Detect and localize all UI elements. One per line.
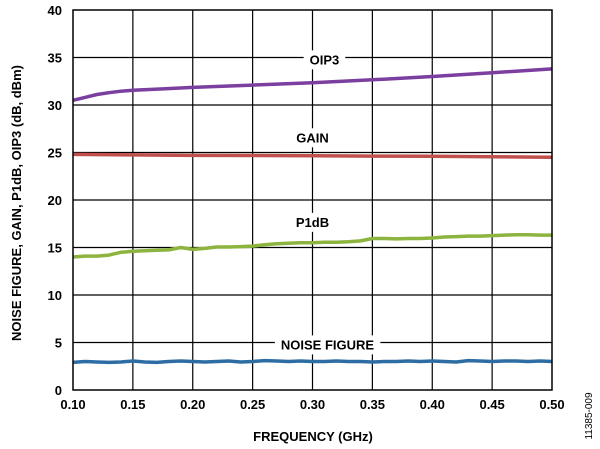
y-tick-label: 15 — [48, 241, 62, 256]
series-line-noise-figure — [72, 358, 553, 365]
y-axis-title: NOISE FIGURE, GAIN, P1dB, OIP3 (dB, dBm) — [9, 65, 24, 341]
y-tick-label: 25 — [48, 146, 62, 161]
y-tick-label: 30 — [48, 98, 62, 113]
y-tick-label: 10 — [48, 288, 62, 303]
x-tick-labels: 0.10 0.15 0.20 0.25 0.30 0.35 0.40 0.45 0.50 — [60, 397, 564, 412]
x-tick-label: 0.15 — [120, 397, 145, 412]
series-labels: OIP3 GAIN P1dB NOISE FIGURE — [274, 50, 381, 355]
plot-frame — [72, 9, 553, 391]
series-label-gain: GAIN — [296, 130, 329, 145]
series-label-noise-figure: NOISE FIGURE — [281, 337, 375, 352]
series-label-background — [289, 212, 336, 232]
series-label-background — [290, 128, 335, 148]
x-tick-label: 0.30 — [300, 397, 325, 412]
y-tick-labels: 0 5 10 15 20 25 30 35 40 — [48, 3, 62, 398]
x-axis-title: FREQUENCY (GHz) — [253, 429, 373, 444]
series-label-background — [274, 335, 381, 355]
y-tick-label: 0 — [55, 383, 62, 398]
series-group — [72, 67, 553, 365]
y-tick-label: 5 — [55, 336, 62, 351]
series-line-oip3 — [72, 67, 553, 103]
x-tick-label: 0.20 — [180, 397, 205, 412]
series-label-background — [303, 50, 346, 70]
series-label-p1db: P1dB — [296, 215, 329, 230]
figure-id: 11385-009 — [584, 392, 595, 440]
x-tick-label: 0.40 — [420, 397, 445, 412]
series-line-p1db — [72, 232, 552, 259]
series-line-gain — [72, 152, 553, 159]
x-tick-label: 0.35 — [360, 397, 385, 412]
y-tick-label: 40 — [48, 3, 62, 18]
y-tick-label: 35 — [48, 51, 62, 66]
x-tick-label: 0.10 — [60, 397, 85, 412]
x-tick-label: 0.45 — [479, 397, 504, 412]
x-tick-label: 0.50 — [539, 397, 564, 412]
x-tick-label: 0.25 — [240, 397, 265, 412]
y-tick-label: 20 — [48, 193, 62, 208]
series-label-oip3: OIP3 — [310, 52, 340, 67]
